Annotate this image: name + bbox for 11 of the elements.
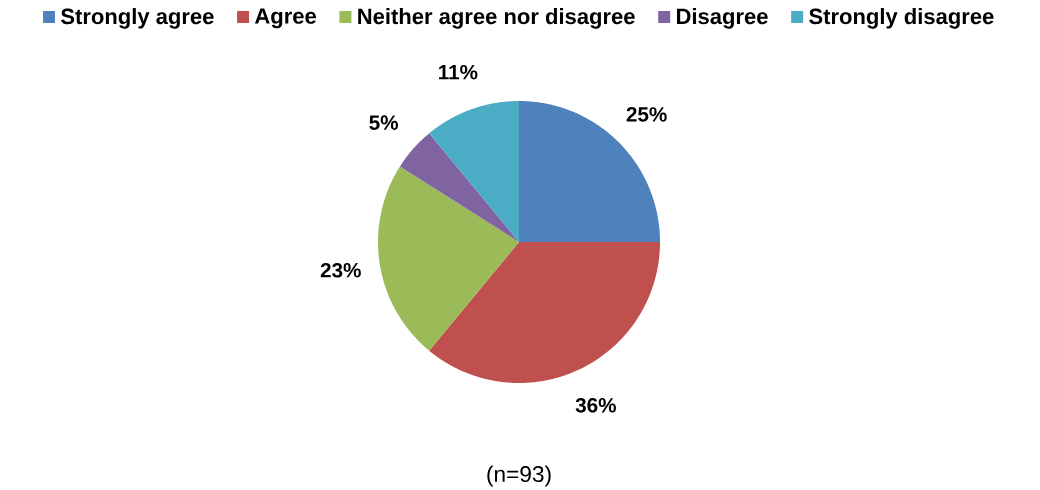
- data-label: 23%: [320, 262, 361, 278]
- data-label: 25%: [626, 107, 667, 122]
- legend-label: Agree: [254, 8, 316, 29]
- data-label: 36%: [575, 397, 616, 413]
- data-label: 11%: [439, 64, 478, 80]
- legend-label: Strongly disagree: [809, 8, 994, 29]
- legend-label: Disagree: [676, 8, 768, 29]
- data-label: 5%: [369, 115, 398, 130]
- legend-label: Strongly agree: [60, 8, 214, 29]
- text: (n=93): [487, 465, 551, 487]
- legend-label: Neither agree nor disagree: [358, 8, 635, 29]
